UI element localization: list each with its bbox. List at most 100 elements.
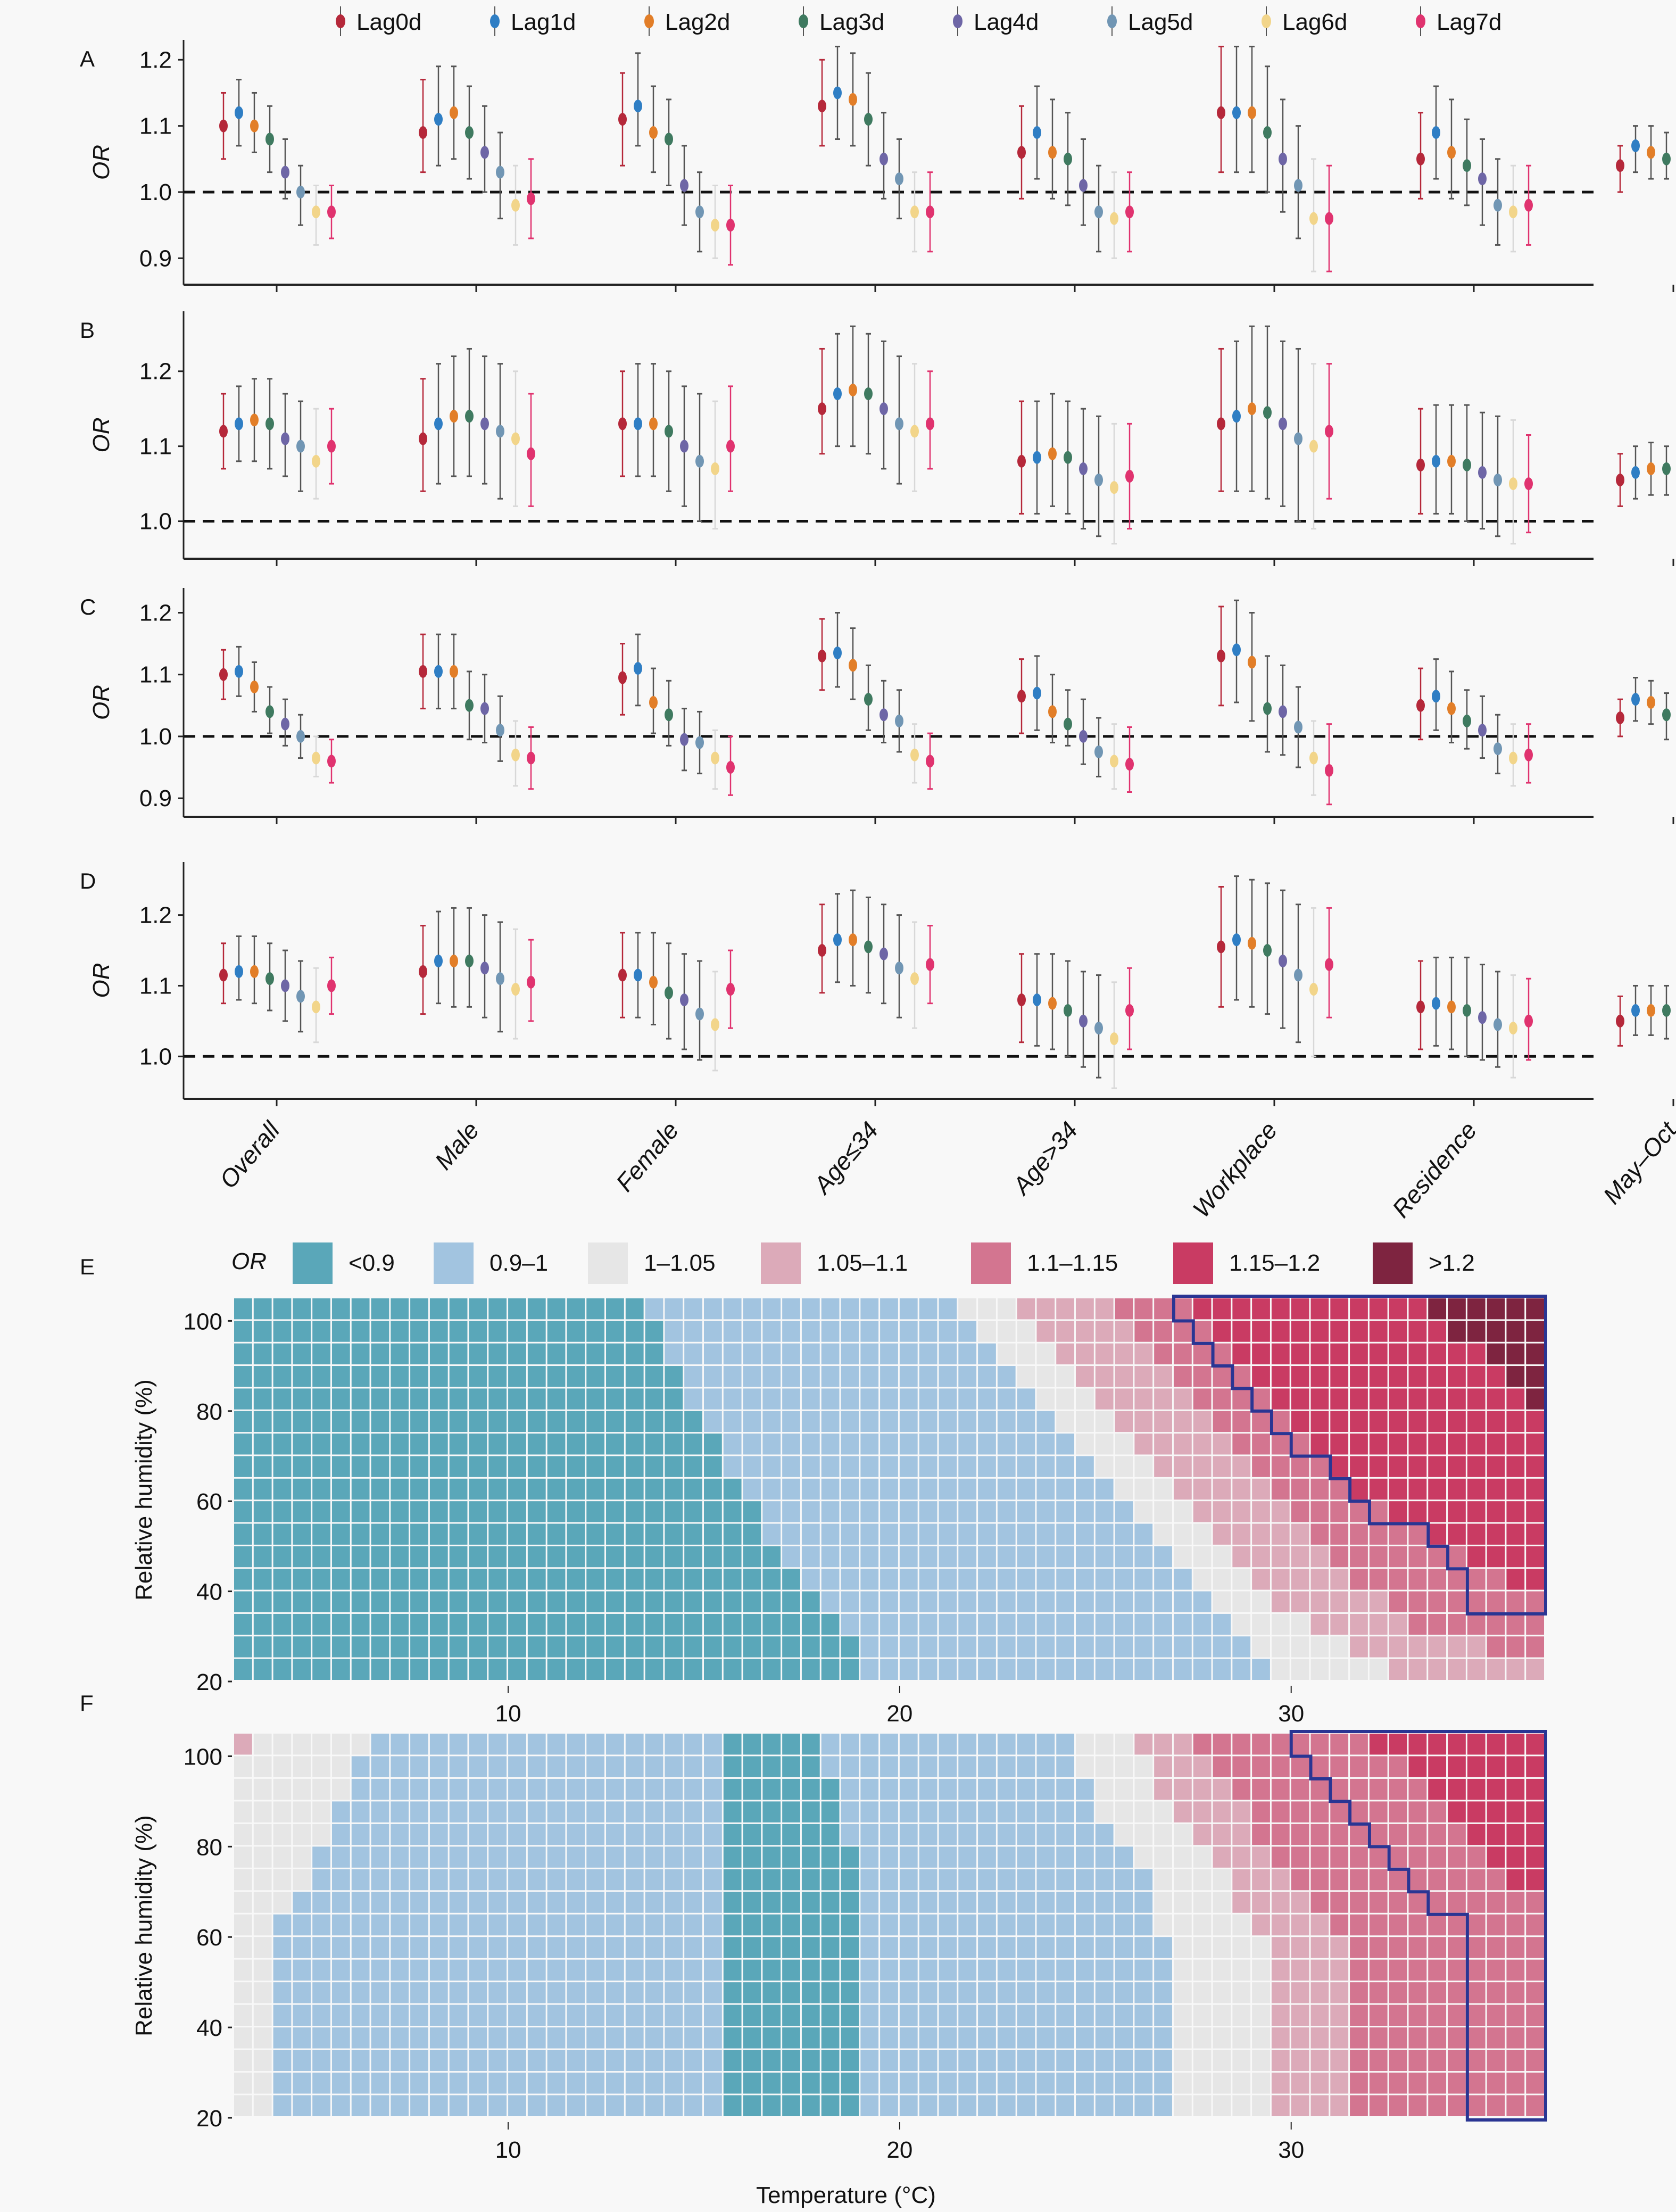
heat-cell: [273, 1523, 292, 1545]
heat-cell: [1350, 2073, 1368, 2094]
heat-cell: [703, 1613, 722, 1635]
heat-cell: [371, 1501, 389, 1522]
heat-cell: [371, 1298, 389, 1320]
point-Lag2d: [1447, 454, 1456, 468]
heat-legend-swatch: [761, 1242, 801, 1284]
point-Lag5d: [1094, 474, 1103, 487]
heat-cell: [880, 2027, 898, 2049]
heat-cell: [841, 1321, 859, 1342]
heat-cell: [703, 1778, 722, 1800]
heat-cell: [997, 1613, 1016, 1635]
heat-cell: [1428, 1321, 1447, 1342]
heat-cell: [1213, 2004, 1231, 2026]
heat-cell: [253, 1982, 272, 2003]
heat-cell: [1350, 1523, 1368, 1545]
heat-cell: [1330, 1756, 1349, 1777]
point-Lag2d: [250, 965, 259, 978]
heat-cell: [684, 1591, 702, 1612]
heat-cell: [684, 1869, 702, 1891]
point-Lag3d: [864, 940, 873, 954]
heat-cell: [273, 1298, 292, 1320]
heat-cell: [958, 1456, 977, 1477]
heat-cell: [1115, 1959, 1133, 1981]
heat-cell: [703, 1456, 722, 1477]
heat-cell: [684, 2073, 702, 2094]
heat-cell: [1330, 1734, 1349, 1755]
heat-cell: [782, 2027, 800, 2049]
heat-cell: [1252, 1846, 1270, 1868]
point-Lag7d: [726, 219, 735, 232]
heat-cell: [1134, 1636, 1153, 1658]
heat-cell: [860, 1982, 879, 2003]
heat-cell: [1213, 1388, 1231, 1410]
heat-cell: [527, 1546, 546, 1568]
heat-cell: [645, 1959, 663, 1981]
heat-cell: [1526, 1298, 1544, 1320]
heat-cell: [665, 1636, 683, 1658]
heat-cell: [1017, 1959, 1035, 1981]
heat-cell: [1291, 1569, 1309, 1590]
heat-cell: [547, 1846, 566, 1868]
heat-cell: [1115, 1366, 1133, 1387]
heat-cell: [782, 1569, 800, 1590]
heat-cell: [1369, 1478, 1388, 1500]
heat-cell: [625, 1846, 644, 1868]
heat-cell: [939, 1734, 957, 1755]
heat-cell: [919, 2004, 937, 2026]
heat-cell: [293, 1366, 311, 1387]
heat-cell: [508, 1546, 526, 1568]
heat-cell: [1330, 1478, 1349, 1500]
heat-cell: [293, 1756, 311, 1777]
heat-cell: [1408, 1501, 1427, 1522]
heat-cell: [547, 1501, 566, 1522]
heat-cell: [331, 1914, 350, 1936]
heat-cell: [703, 2027, 722, 2049]
heat-cell: [997, 1546, 1016, 1568]
heat-cell: [841, 1523, 859, 1545]
heat-cell: [1506, 1321, 1525, 1342]
heat-cell: [1330, 2073, 1349, 2094]
heat-cell: [1095, 1591, 1114, 1612]
heat-cell: [508, 2095, 526, 2116]
heat-cell: [410, 1613, 428, 1635]
heat-cell: [703, 1569, 722, 1590]
heat-cell: [273, 1591, 292, 1612]
heat-cell: [1487, 2027, 1505, 2049]
heat-cell: [312, 1869, 330, 1891]
heat-cell: [997, 1801, 1016, 1822]
heat-cell: [997, 1959, 1016, 1981]
heat-cell: [723, 1892, 742, 1913]
heat-cell: [821, 1501, 840, 1522]
heat-cell: [801, 1892, 820, 1913]
heat-cell: [1017, 1914, 1035, 1936]
heat-cell: [1310, 1659, 1329, 1680]
point-Lag7d: [527, 447, 535, 460]
heat-cell: [331, 2050, 350, 2072]
heat-cell: [1017, 1982, 1035, 2003]
heat-cell: [841, 1343, 859, 1365]
heat-cell: [351, 1778, 370, 1800]
heat-cell: [429, 2027, 448, 2049]
heat-cell: [625, 1298, 644, 1320]
heat-cell: [1134, 1321, 1153, 1342]
heat-cell: [331, 1321, 350, 1342]
heat-cell: [919, 1734, 937, 1755]
heat-cell: [1291, 1824, 1309, 1845]
heat-cell: [449, 1801, 468, 1822]
heat-cell: [1115, 1659, 1133, 1680]
heat-cell: [1095, 1546, 1114, 1568]
heat-cell: [1291, 1734, 1309, 1755]
heat-cell: [1232, 2050, 1251, 2072]
heat-cell: [723, 1801, 742, 1822]
heat-cell: [391, 1478, 409, 1500]
category-label: Overall: [214, 1116, 286, 1194]
heat-cell: [1076, 1546, 1094, 1568]
category-label: Workplace: [1187, 1116, 1283, 1223]
heat-cell: [586, 1388, 605, 1410]
heat-cell: [958, 1434, 977, 1455]
heat-cell: [1350, 1434, 1368, 1455]
heat-cell: [1448, 1321, 1466, 1342]
heat-cell: [1408, 1869, 1427, 1891]
heat-cell: [1193, 1546, 1212, 1568]
heat-cell: [1408, 1937, 1427, 1958]
